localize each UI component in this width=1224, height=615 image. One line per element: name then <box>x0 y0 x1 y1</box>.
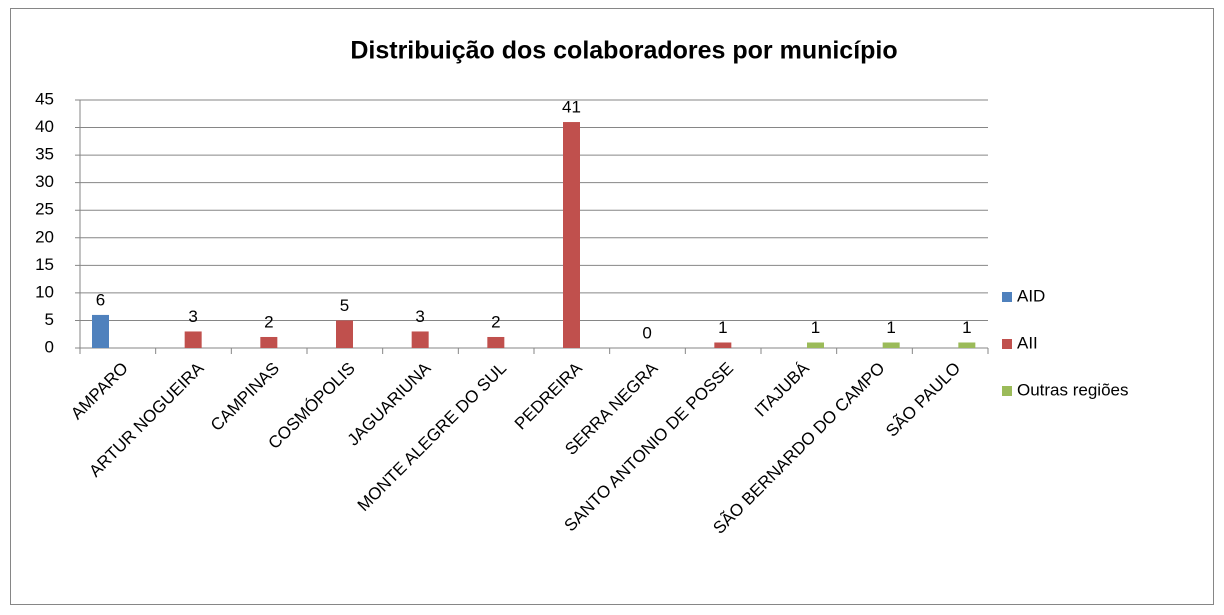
bar <box>714 342 732 348</box>
bar <box>563 122 580 349</box>
y-tick-label: 15 <box>35 255 54 274</box>
y-tick-label: 10 <box>35 282 54 301</box>
y-tick-label: 30 <box>35 172 54 191</box>
data-label: 2 <box>264 312 273 331</box>
data-label: 5 <box>340 296 349 315</box>
y-tick-label: 40 <box>35 117 54 136</box>
data-label: 41 <box>562 98 581 117</box>
bar <box>92 314 109 348</box>
bar <box>882 342 900 348</box>
data-label: 3 <box>415 307 424 326</box>
bar <box>260 336 278 348</box>
y-tick-label: 25 <box>35 200 54 219</box>
legend-swatch <box>1002 339 1012 349</box>
legend-label: Outras regiões <box>1017 380 1129 399</box>
bar <box>958 342 976 348</box>
y-tick-label: 35 <box>35 145 54 164</box>
y-tick-label: 45 <box>35 89 54 108</box>
chart-frame <box>10 8 1214 605</box>
chart-title: Distribuição dos colaboradores por munic… <box>350 37 897 65</box>
bar <box>807 342 824 348</box>
data-label: 1 <box>811 318 820 337</box>
bar <box>184 331 202 348</box>
bar <box>411 331 429 348</box>
y-tick-label: 20 <box>35 227 54 246</box>
data-label: 1 <box>886 318 895 337</box>
legend-swatch <box>1002 292 1012 302</box>
data-label: 1 <box>962 318 971 337</box>
y-tick-label: 5 <box>45 310 54 329</box>
data-label: 0 <box>642 323 651 342</box>
legend-label: AII <box>1017 333 1038 352</box>
data-label: 2 <box>491 312 500 331</box>
bar <box>487 336 505 348</box>
legend-label: AID <box>1017 286 1045 305</box>
legend-swatch <box>1002 386 1012 396</box>
data-label: 1 <box>718 318 727 337</box>
y-tick-label: 0 <box>45 337 54 356</box>
data-label: 3 <box>188 307 197 326</box>
data-label: 6 <box>96 290 105 309</box>
bar <box>336 320 353 348</box>
